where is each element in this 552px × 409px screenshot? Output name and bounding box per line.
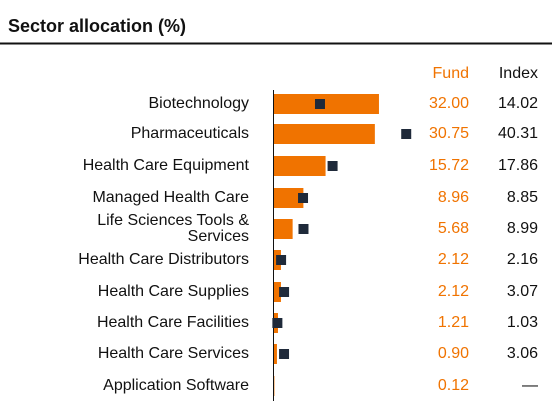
fund-value: 8.96	[438, 189, 469, 206]
category-label: Health Care Services	[97, 345, 249, 362]
index-marker	[279, 349, 290, 359]
category-wrap: Health Care Distributors	[78, 251, 249, 268]
category-label: Managed Health Care	[92, 189, 249, 206]
chart-title: Sector allocation (%)	[8, 16, 186, 36]
index-marker	[327, 161, 338, 171]
bar	[274, 344, 277, 364]
index-marker	[314, 99, 325, 109]
index-marker	[298, 193, 309, 203]
fund-value: 15.72	[429, 157, 469, 174]
index-marker	[279, 287, 290, 297]
category-label: Health Care Distributors	[78, 251, 249, 268]
category-wrap: Health Care Supplies	[97, 283, 249, 300]
index-value: 3.07	[507, 283, 538, 300]
bar	[274, 282, 281, 302]
category-label: Health Care Supplies	[97, 283, 249, 300]
bar	[274, 94, 379, 114]
category-wrap: Life Sciences Tools & Services	[97, 212, 249, 245]
fund-value: 2.12	[438, 251, 469, 268]
fund-value: 32.00	[429, 95, 469, 112]
fund-value: 2.12	[438, 283, 469, 300]
bar	[274, 188, 304, 208]
category-label: Application Software	[103, 377, 249, 394]
category-label: Health Care Facilities	[96, 314, 249, 331]
category-label: Biotechnology	[148, 95, 249, 112]
category-label: Pharmaceuticals	[130, 125, 249, 142]
category-wrap: Biotechnology	[148, 95, 249, 112]
index-marker	[272, 318, 283, 328]
fund-value: 0.12	[438, 377, 469, 394]
index-value: 8.99	[507, 220, 538, 237]
fund-value: 1.21	[438, 314, 469, 331]
bar	[274, 219, 293, 239]
category-label: Health Care Equipment	[82, 157, 249, 174]
index-marker	[276, 255, 287, 265]
category-wrap: Managed Health Care	[92, 189, 249, 206]
fund-value: 5.68	[438, 220, 469, 237]
category-wrap: Health Care Facilities	[96, 314, 249, 331]
index-marker	[401, 129, 412, 139]
fund-value: 0.90	[438, 345, 469, 362]
index-value: 40.31	[498, 125, 538, 142]
index-value: 14.02	[498, 95, 538, 112]
category-wrap: Health Care Equipment	[82, 157, 249, 174]
index-value: 2.16	[507, 251, 538, 268]
legend-index: Index	[499, 65, 538, 82]
index-value: 1.03	[507, 314, 538, 331]
legend-fund: Fund	[433, 65, 469, 82]
index-marker	[298, 224, 309, 234]
bar	[274, 156, 326, 176]
category-wrap: Pharmaceuticals	[130, 125, 249, 142]
category-wrap: Application Software	[103, 377, 249, 394]
index-value: 3.06	[507, 345, 538, 362]
fund-value: 30.75	[429, 125, 469, 142]
index-value: —	[522, 377, 538, 394]
index-value: 17.86	[498, 157, 538, 174]
bar	[274, 124, 375, 144]
index-value: 8.85	[507, 189, 538, 206]
category-wrap: Health Care Services	[97, 345, 249, 362]
category-label: Life Sciences Tools & Services	[97, 212, 249, 245]
